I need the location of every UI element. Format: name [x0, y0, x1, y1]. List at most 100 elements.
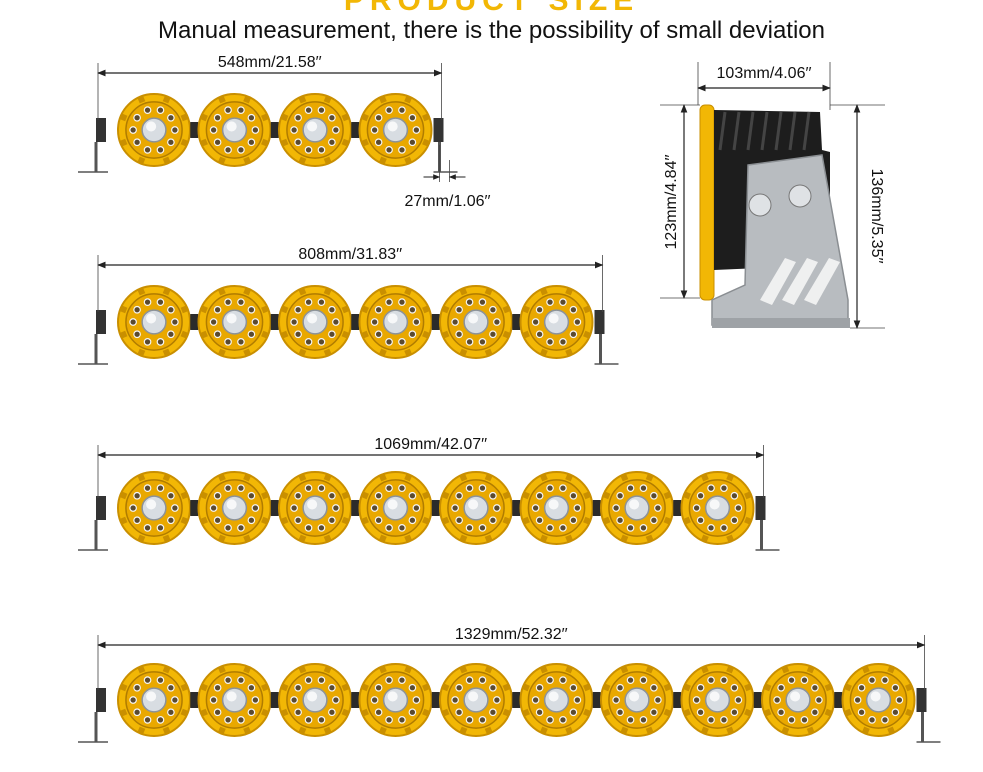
led-dot [171, 696, 179, 704]
pod-rim-tab [361, 491, 369, 500]
pod-rim-tab [280, 683, 289, 692]
led-dot [408, 708, 417, 717]
pod-rim-tab [341, 491, 350, 500]
cooling-fin [802, 111, 811, 151]
pod-rim-tab [459, 473, 468, 482]
pod-rim-tab [422, 330, 430, 339]
pod-rim-tab [217, 348, 226, 357]
led-dot [478, 716, 487, 724]
pod-rim-tab [844, 683, 852, 692]
led-dot [328, 491, 336, 500]
led-dot [213, 491, 222, 500]
led-dot [370, 318, 379, 326]
pod-rim-tab [744, 683, 752, 692]
length-dimension-label: 808mm/31.83′′ [298, 246, 402, 263]
pod-rim-tab [824, 708, 833, 717]
led-dot [546, 524, 554, 532]
led-dot [531, 696, 540, 704]
pod-rim-tab [280, 113, 289, 122]
led-dot [707, 676, 715, 684]
light-pod [278, 93, 352, 167]
led-dot [559, 524, 567, 532]
led-dot [408, 330, 417, 339]
led-dot [247, 113, 256, 122]
led-dot [489, 516, 497, 525]
led-dot [654, 696, 662, 704]
pod-rim-tab [905, 708, 913, 717]
light-pod [761, 663, 835, 737]
lens-highlight [307, 121, 318, 132]
pod-rim-tab [522, 330, 530, 339]
pod-rim-tab [280, 516, 289, 525]
led-dot [777, 708, 785, 717]
pod-rim-tab [744, 491, 752, 500]
pod-connector [673, 500, 682, 516]
cooling-fin [732, 111, 741, 151]
lens-highlight [629, 691, 640, 702]
pod-rim-tab [137, 473, 146, 482]
led-dot [143, 676, 152, 684]
pod-rim-tab [484, 534, 493, 543]
pod-rim-tab [565, 534, 574, 543]
pod-rim-tab [441, 708, 450, 717]
pod-rim-tab [137, 287, 146, 296]
led-dot [224, 338, 232, 346]
pod-rim-tab [502, 330, 511, 339]
led-dot [328, 305, 336, 314]
pod-rim-tab [180, 113, 189, 122]
pod-rim-tab [683, 516, 691, 525]
pod-rim-tab [200, 305, 208, 314]
led-dot [133, 330, 141, 339]
led-dot [290, 318, 298, 326]
lens-highlight [548, 499, 559, 510]
pod-rim-tab [404, 473, 413, 482]
led-dot [290, 696, 298, 704]
led-dot [868, 716, 876, 724]
pod-rim-tab [422, 113, 430, 122]
pod-rim-tab [162, 348, 171, 357]
led-dot [224, 676, 232, 684]
pod-rim-tab [361, 516, 369, 525]
pod-connector [270, 692, 279, 708]
led-dot [294, 708, 302, 717]
light-pod [358, 663, 433, 737]
pod-rim-tab [323, 534, 332, 543]
led-dot [734, 504, 743, 512]
led-dot [304, 524, 313, 532]
led-dot [639, 524, 648, 532]
led-dot [304, 106, 313, 114]
pod-rim-tab [361, 305, 369, 314]
pod-rim-tab [243, 287, 252, 296]
led-dot [224, 484, 232, 492]
led-dot [237, 484, 245, 492]
pod-rim-tab [645, 665, 654, 674]
led-dot [696, 708, 705, 717]
led-dot [374, 516, 383, 525]
pod-rim-tab [378, 348, 387, 357]
led-dot [374, 305, 383, 314]
led-dot [143, 146, 152, 154]
pod-rim-tab [502, 683, 511, 692]
led-dot [133, 305, 141, 314]
led-dot [465, 484, 474, 492]
lens-highlight [146, 499, 157, 510]
led-dot [654, 504, 662, 512]
bracket-cutout [760, 258, 796, 305]
led-dot [237, 676, 245, 684]
led-dot [247, 330, 256, 339]
led-dot [247, 491, 256, 500]
pod-rim-tab [137, 534, 146, 543]
led-dot [626, 716, 635, 724]
pod-rim-tab [119, 305, 128, 314]
pod-rim-tab [583, 330, 591, 339]
led-dot [294, 491, 302, 500]
pod-rim-tab [261, 683, 269, 692]
led-dot [385, 524, 393, 532]
lens-highlight [226, 313, 237, 324]
pod-rim-tab [502, 516, 511, 525]
led-dot [626, 676, 635, 684]
led-dot [489, 305, 497, 314]
led-dot [626, 524, 635, 532]
led-dot [213, 683, 222, 692]
light-pod [197, 663, 272, 737]
